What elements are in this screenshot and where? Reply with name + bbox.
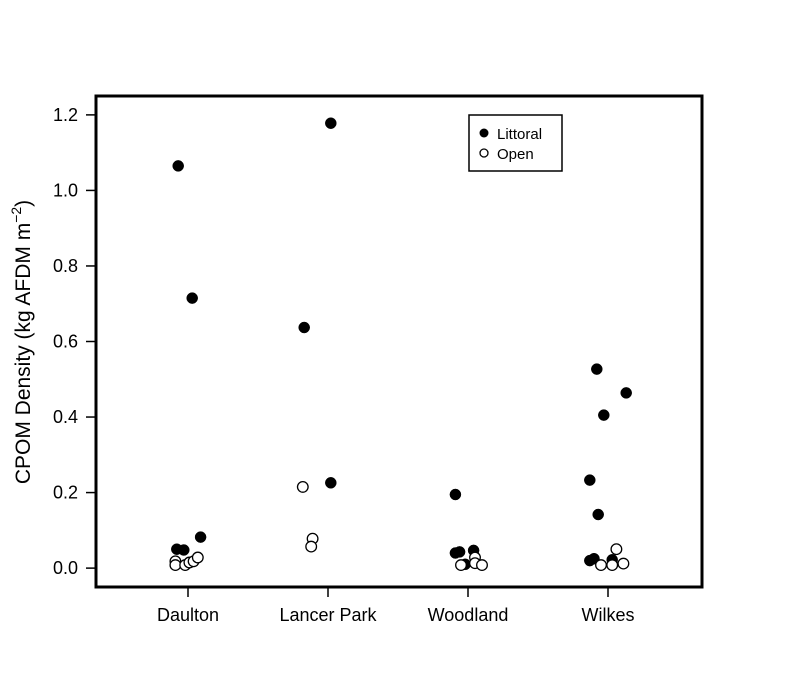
littoral-point <box>298 321 310 334</box>
open-point <box>455 559 467 572</box>
open-point <box>296 480 309 493</box>
y-tick-label: 0.8 <box>53 256 78 276</box>
x-tick-label: Wilkes <box>582 605 635 625</box>
littoral-point <box>584 474 596 486</box>
littoral-point <box>453 546 466 558</box>
x-tick-label: Daulton <box>157 605 219 625</box>
legend-marker-open <box>479 148 489 158</box>
y-axis-title: CPOM Density (kg AFDM m−2) <box>8 200 35 484</box>
littoral-point <box>172 160 184 172</box>
littoral-point <box>178 544 190 556</box>
x-axis: Daulton Lancer Park Woodland Wilkes <box>157 586 635 625</box>
legend-label-littoral: Littoral <box>497 126 542 143</box>
y-tick-label: 0.2 <box>53 483 78 503</box>
legend-box <box>468 114 563 172</box>
open-point <box>595 559 607 572</box>
y-tick-label: 0.6 <box>53 332 78 352</box>
y-axis-title-superscript: −2 <box>8 207 24 223</box>
legend-marker-littoral <box>479 128 489 138</box>
y-axis-title-close: ) <box>12 200 35 207</box>
y-axis-title-main: CPOM Density (kg AFDM m <box>12 223 35 484</box>
legend-label-open: Open <box>497 146 534 163</box>
open-point <box>305 540 318 553</box>
y-tick-label: 0.0 <box>53 558 78 578</box>
plot-frame <box>94 94 704 589</box>
data-points <box>169 117 632 572</box>
littoral-point <box>186 292 198 304</box>
littoral-point <box>591 363 603 375</box>
open-point <box>476 559 488 572</box>
littoral-point <box>598 409 610 421</box>
open-point <box>617 557 630 570</box>
open-point <box>610 543 623 556</box>
open-point <box>191 551 204 564</box>
x-tick-label: Lancer Park <box>279 605 377 625</box>
y-tick-label: 0.4 <box>53 407 78 427</box>
legend: Littoral Open <box>468 114 563 172</box>
y-tick-label: 1.0 <box>53 180 78 200</box>
littoral-point <box>449 488 462 501</box>
littoral-point <box>325 117 337 129</box>
open-point <box>606 559 619 572</box>
littoral-point <box>620 387 632 399</box>
littoral-point <box>325 477 337 489</box>
y-axis: 0.0 0.2 0.4 0.6 0.8 1.0 1.2 <box>53 105 97 578</box>
y-tick-label: 1.2 <box>53 105 78 125</box>
open-point <box>169 559 182 572</box>
x-tick-label: Woodland <box>428 605 509 625</box>
littoral-point <box>592 508 604 521</box>
littoral-point <box>194 531 207 543</box>
